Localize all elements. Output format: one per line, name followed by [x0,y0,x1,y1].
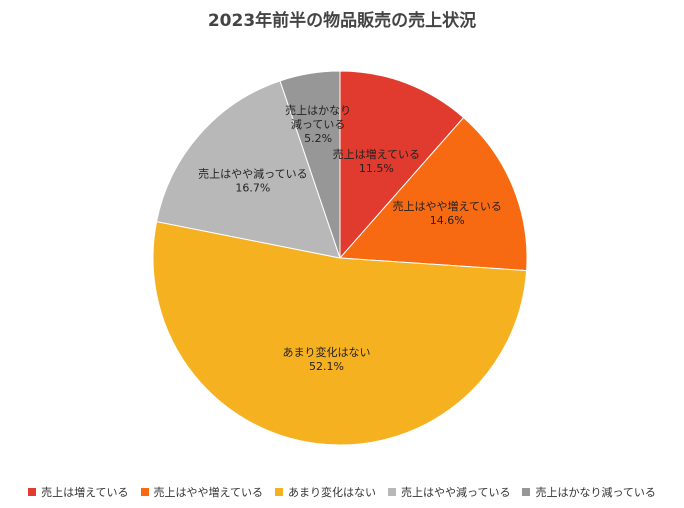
legend-swatch [388,488,396,496]
legend-swatch [275,488,283,496]
pie-slice [155,80,341,259]
pie-slices [152,70,528,446]
legend-label: あまり変化はない [288,486,376,499]
legend-label: 売上は増えている [41,486,129,499]
legend-item: 売上は増えている [28,484,129,500]
chart-title: 2023年前半の物品販売の売上状況 [207,11,477,31]
legend-swatch [522,488,531,496]
legend-swatch [28,488,37,496]
chart-legend: 売上は増えている 売上はやや増えている あまり変化はない 売上はやや減っている 売上はか… [0,484,684,500]
legend-swatch [140,488,149,496]
slice-value-label: 11.5% [359,162,394,175]
slice-value-label: 16.7% [235,182,270,195]
legend-item: 売上はかなり減っている [522,484,656,500]
slice-category-label: 減っている [291,117,345,131]
pie-slice [338,116,528,272]
pie-slice [152,220,528,446]
slice-category-label: 売上は増えている [333,148,420,161]
legend-item: あまり変化はない [275,484,376,500]
legend-label: 売上はやや減っている [401,486,511,499]
slice-value-label: 14.6% [430,214,465,227]
slice-category-label: あまり変化はない [282,345,370,359]
legend-item: 売上はやや増えている [140,484,263,500]
pie-slice [279,70,341,259]
slice-value-label: 52.1% [309,360,344,373]
legend-label: 売上はかなり減っている [535,486,656,499]
slice-category-label: 売上はやや減っている [198,167,307,181]
slice-category-label: 売上はやや増えている [392,200,501,213]
slice-value-label: 5.2% [304,132,332,145]
legend-label: 売上はやや増えている [153,486,263,499]
slice-category-label: 売上はかなり [285,104,351,117]
legend-item: 売上はやや減っている [388,484,510,500]
pie-slice [339,70,465,260]
